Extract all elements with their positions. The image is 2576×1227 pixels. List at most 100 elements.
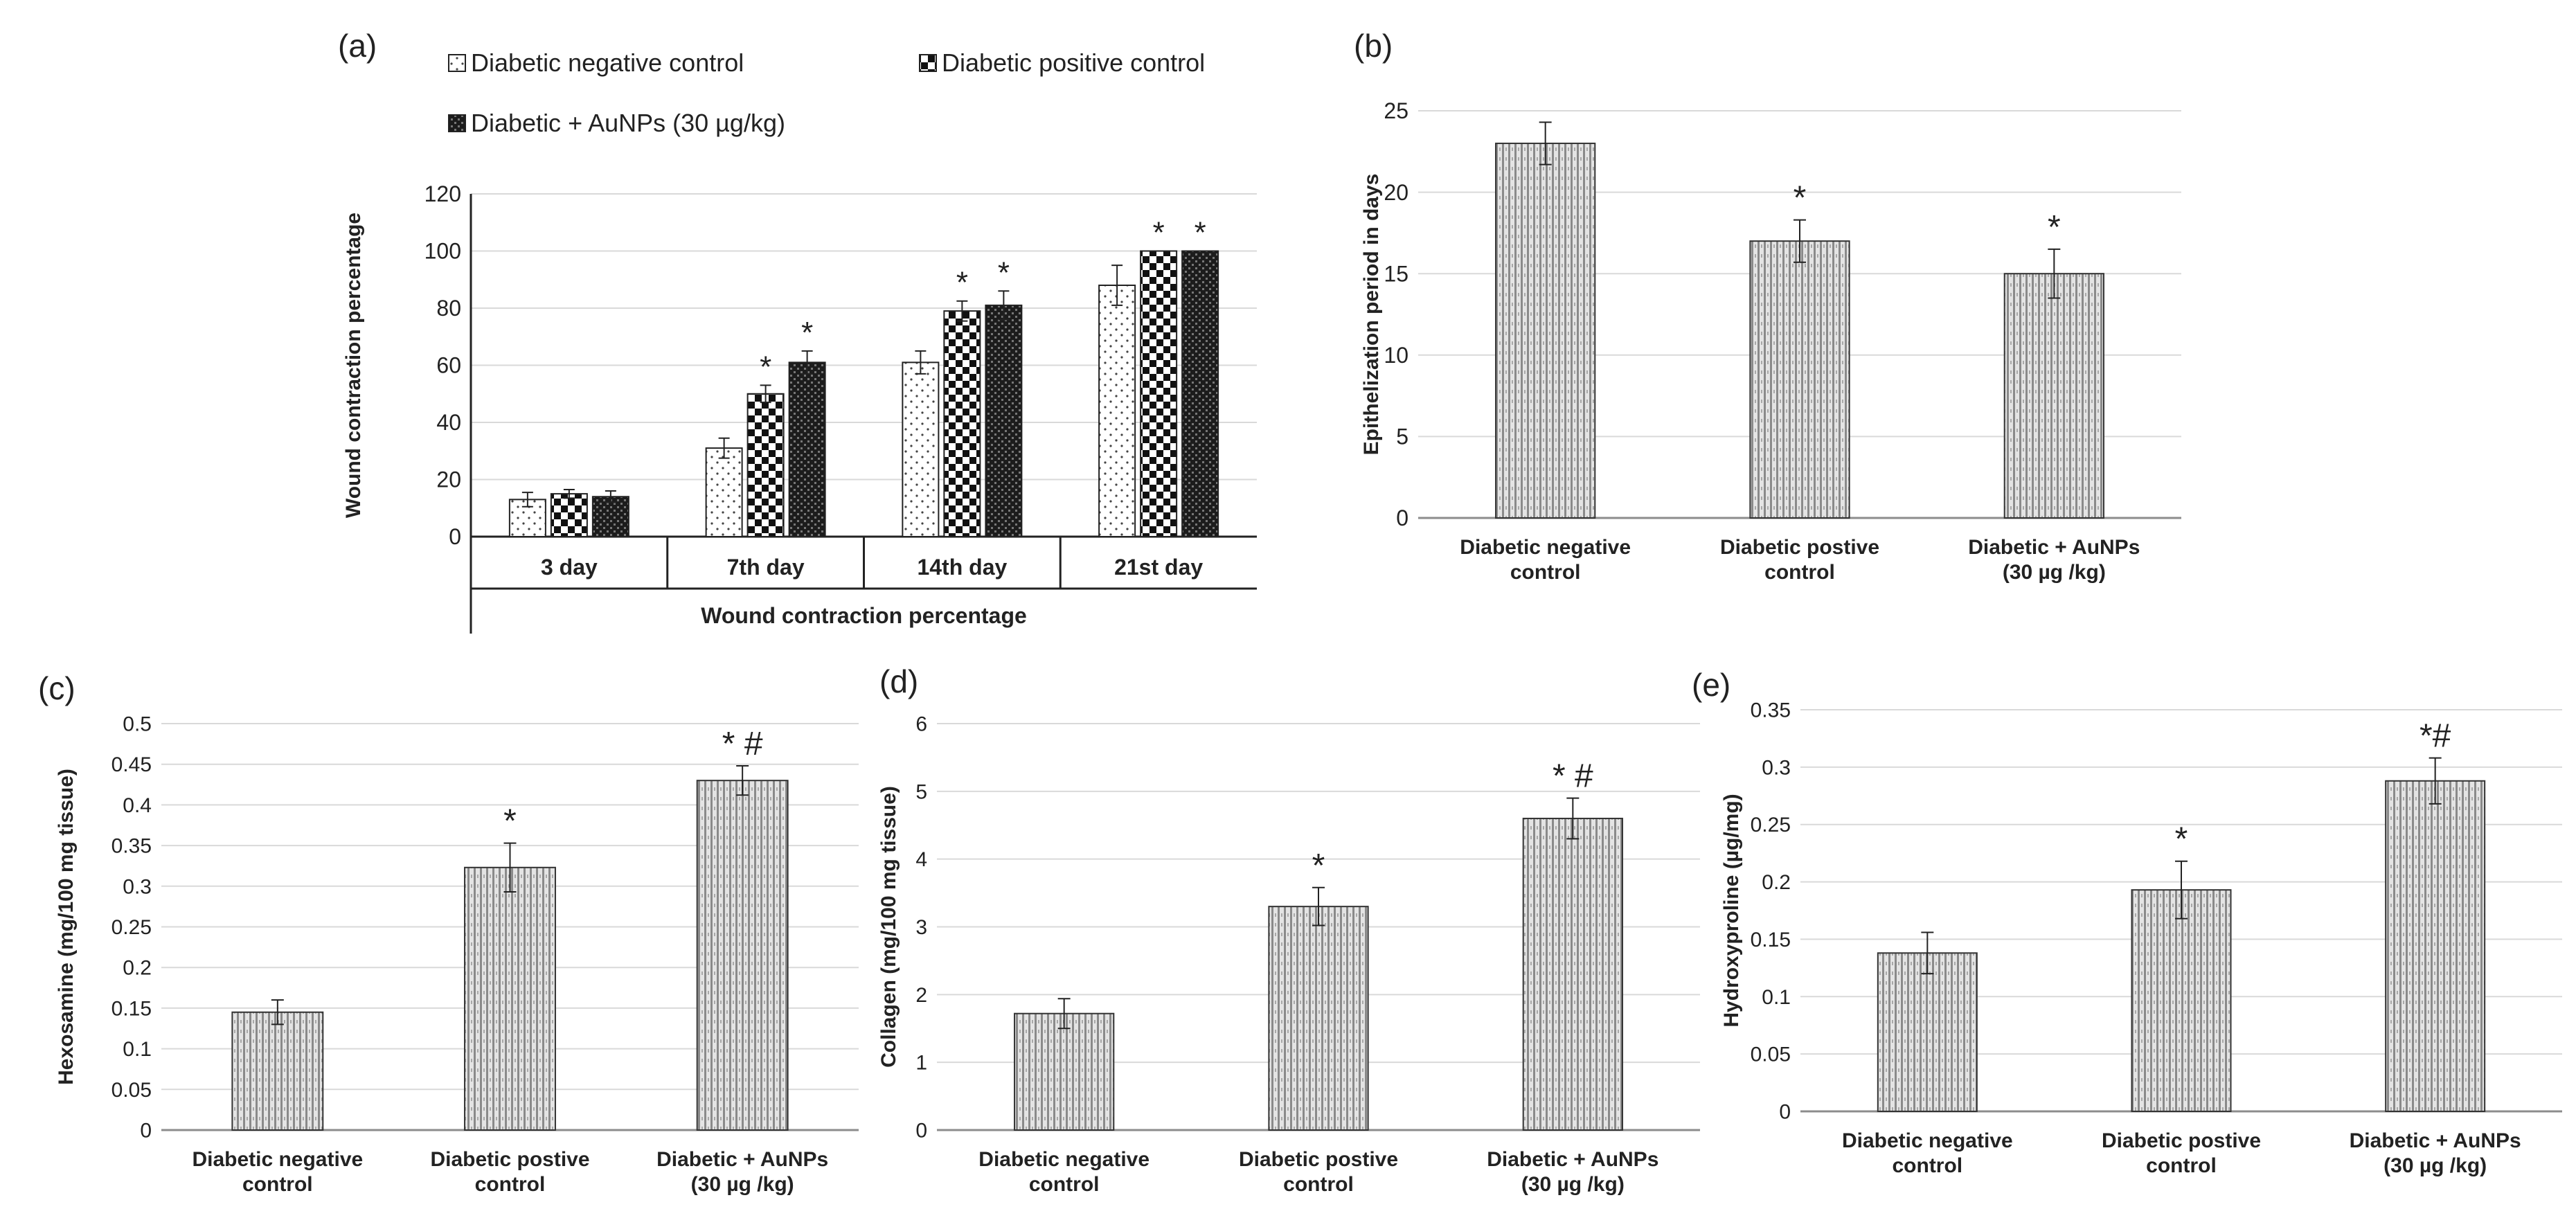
- y-tick-label: 3: [915, 916, 927, 939]
- x-tick-label: (30 µg /kg): [2383, 1154, 2487, 1177]
- y-tick-label: 25: [1384, 98, 1408, 123]
- significance-marker: *: [1195, 216, 1206, 250]
- x-tick-label: Diabetic + AuNPs: [2350, 1129, 2521, 1152]
- x-tick-label: 14th day: [917, 555, 1007, 580]
- significance-marker: *: [1153, 216, 1165, 250]
- bar: [2003, 273, 2104, 519]
- bar: [231, 1011, 324, 1131]
- legend-swatch: [919, 54, 937, 72]
- y-tick-label: 40: [436, 410, 461, 435]
- bar: [1749, 240, 1850, 519]
- chart-c-hexosamine: 0 0.05 0.1 0.15 0.2 0.25 0.3 0.35 0.4 0.45 0.5 Hexo…: [55, 713, 859, 1196]
- bar: [1522, 817, 1623, 1131]
- x-tick-label: Diabetic postive: [2102, 1129, 2261, 1152]
- legend-swatch: [448, 114, 466, 132]
- panel-label-e: (e): [1692, 667, 1730, 703]
- x-tick-label: 7th day: [727, 555, 805, 580]
- significance-marker: *: [956, 266, 968, 300]
- bar: [705, 447, 743, 537]
- bar: [2385, 780, 2486, 1112]
- y-tick-label: 80: [436, 296, 461, 321]
- x-tick-label: Diabetic postive: [430, 1148, 589, 1171]
- y-tick-label: 0.4: [123, 794, 152, 817]
- y-tick-label: 0.5: [123, 713, 152, 736]
- bar: [902, 361, 940, 537]
- panel-label-b: (b): [1354, 28, 1393, 64]
- significance-marker: *: [1794, 180, 1807, 217]
- y-tick-label: 100: [424, 239, 461, 264]
- x-tick-label: control: [1029, 1173, 1100, 1196]
- y-tick-label: 0.15: [111, 997, 152, 1020]
- bar: [943, 310, 981, 537]
- y-tick-label: 0.15: [1751, 929, 1791, 951]
- y-tick-label: 20: [1384, 180, 1408, 205]
- x-tick-label: 21st day: [1114, 555, 1203, 580]
- significance-marker: *: [2175, 821, 2188, 858]
- bar: [1877, 952, 1978, 1113]
- x-tick-label: control: [1283, 1173, 1354, 1196]
- x-tick-label: Diabetic + AuNPs: [1487, 1148, 1658, 1171]
- y-tick-label: 5: [1396, 424, 1408, 449]
- legend-entry: Diabetic negative control: [471, 48, 744, 77]
- y-tick-label: 10: [1384, 343, 1408, 368]
- y-tick-label: 0.45: [111, 753, 152, 776]
- x-tick-label: 3 day: [541, 555, 598, 580]
- y-tick-label: 0: [140, 1120, 152, 1143]
- y-tick-label: 0.35: [111, 835, 152, 858]
- y-tick-label: 120: [424, 181, 461, 206]
- bar: [1495, 143, 1596, 519]
- y-tick-label: 6: [915, 713, 927, 736]
- legend-entry: Diabetic + AuNPs (30 µg/kg): [471, 109, 785, 137]
- y-axis-label: Wound contraction percentage: [342, 213, 365, 518]
- y-tick-label: 0.2: [123, 957, 152, 980]
- y-axis-label: Hydroxyproline (µg/mg): [1720, 794, 1743, 1027]
- bar: [696, 780, 789, 1131]
- x-tick-label: control: [242, 1173, 313, 1196]
- panel-label-a: (a): [338, 28, 377, 64]
- x-tick-label: Diabetic + AuNPs: [656, 1148, 828, 1171]
- x-tick-label: Diabetic negative: [1842, 1129, 2013, 1152]
- x-tick-label: Diabetic postive: [1720, 536, 1879, 559]
- significance-marker: *: [2048, 209, 2061, 246]
- x-axis-label: Wound contraction percentage: [701, 603, 1027, 628]
- legend-entry: Diabetic positive control: [942, 48, 1205, 77]
- significance-marker: * #: [722, 726, 763, 762]
- x-tick-label: Diabetic negative: [1460, 536, 1631, 559]
- bar: [2131, 889, 2232, 1112]
- bar: [550, 493, 588, 537]
- y-tick-label: 0.3: [123, 875, 152, 898]
- y-tick-label: 4: [915, 848, 927, 871]
- chart-b-epithelization: 0 5 10 15 20 25 Epithelization period in days D…: [1360, 98, 2181, 584]
- x-tick-label: control: [2146, 1154, 2217, 1177]
- y-axis-label: Hexosamine (mg/100 mg tissue): [55, 769, 78, 1085]
- y-axis-label: Epithelization period in days: [1360, 174, 1383, 456]
- y-tick-label: 0: [915, 1120, 927, 1143]
- significance-marker: * #: [1553, 758, 1593, 795]
- chart-e-hydroxyproline: 0 0.05 0.1 0.15 0.2 0.25 0.3 0.35 Hydroxyproline…: [1720, 699, 2562, 1177]
- y-tick-label: 2: [915, 984, 927, 1007]
- y-tick-label: 0.1: [123, 1038, 152, 1061]
- significance-marker: *: [998, 256, 1010, 289]
- y-tick-label: 0: [1396, 505, 1408, 530]
- y-tick-label: 0.25: [111, 916, 152, 939]
- chart-d-collagen: 0 1 2 3 4 5 6 Collagen (mg/100 mg tissue) Diabet…: [877, 713, 1700, 1196]
- y-tick-label: 60: [436, 353, 461, 378]
- x-tick-label: (30 µg /kg): [2003, 561, 2106, 584]
- bar: [1014, 1012, 1115, 1131]
- significance-marker: *#: [2420, 718, 2451, 755]
- bar: [1268, 906, 1369, 1131]
- x-tick-label: control: [1510, 561, 1581, 584]
- bar: [1140, 250, 1178, 537]
- y-tick-label: 0: [1779, 1101, 1791, 1124]
- y-tick-label: 0.1: [1762, 986, 1791, 1009]
- y-tick-label: 20: [436, 467, 461, 492]
- y-tick-label: 0.05: [1751, 1044, 1791, 1066]
- significance-marker: *: [1312, 848, 1325, 884]
- x-tick-label: (30 µg /kg): [691, 1173, 794, 1196]
- y-tick-label: 15: [1384, 261, 1408, 286]
- bar: [1098, 285, 1136, 537]
- panel-label-c: (c): [38, 670, 75, 706]
- y-tick-label: 0.05: [111, 1079, 152, 1102]
- y-tick-label: 0.2: [1762, 871, 1791, 894]
